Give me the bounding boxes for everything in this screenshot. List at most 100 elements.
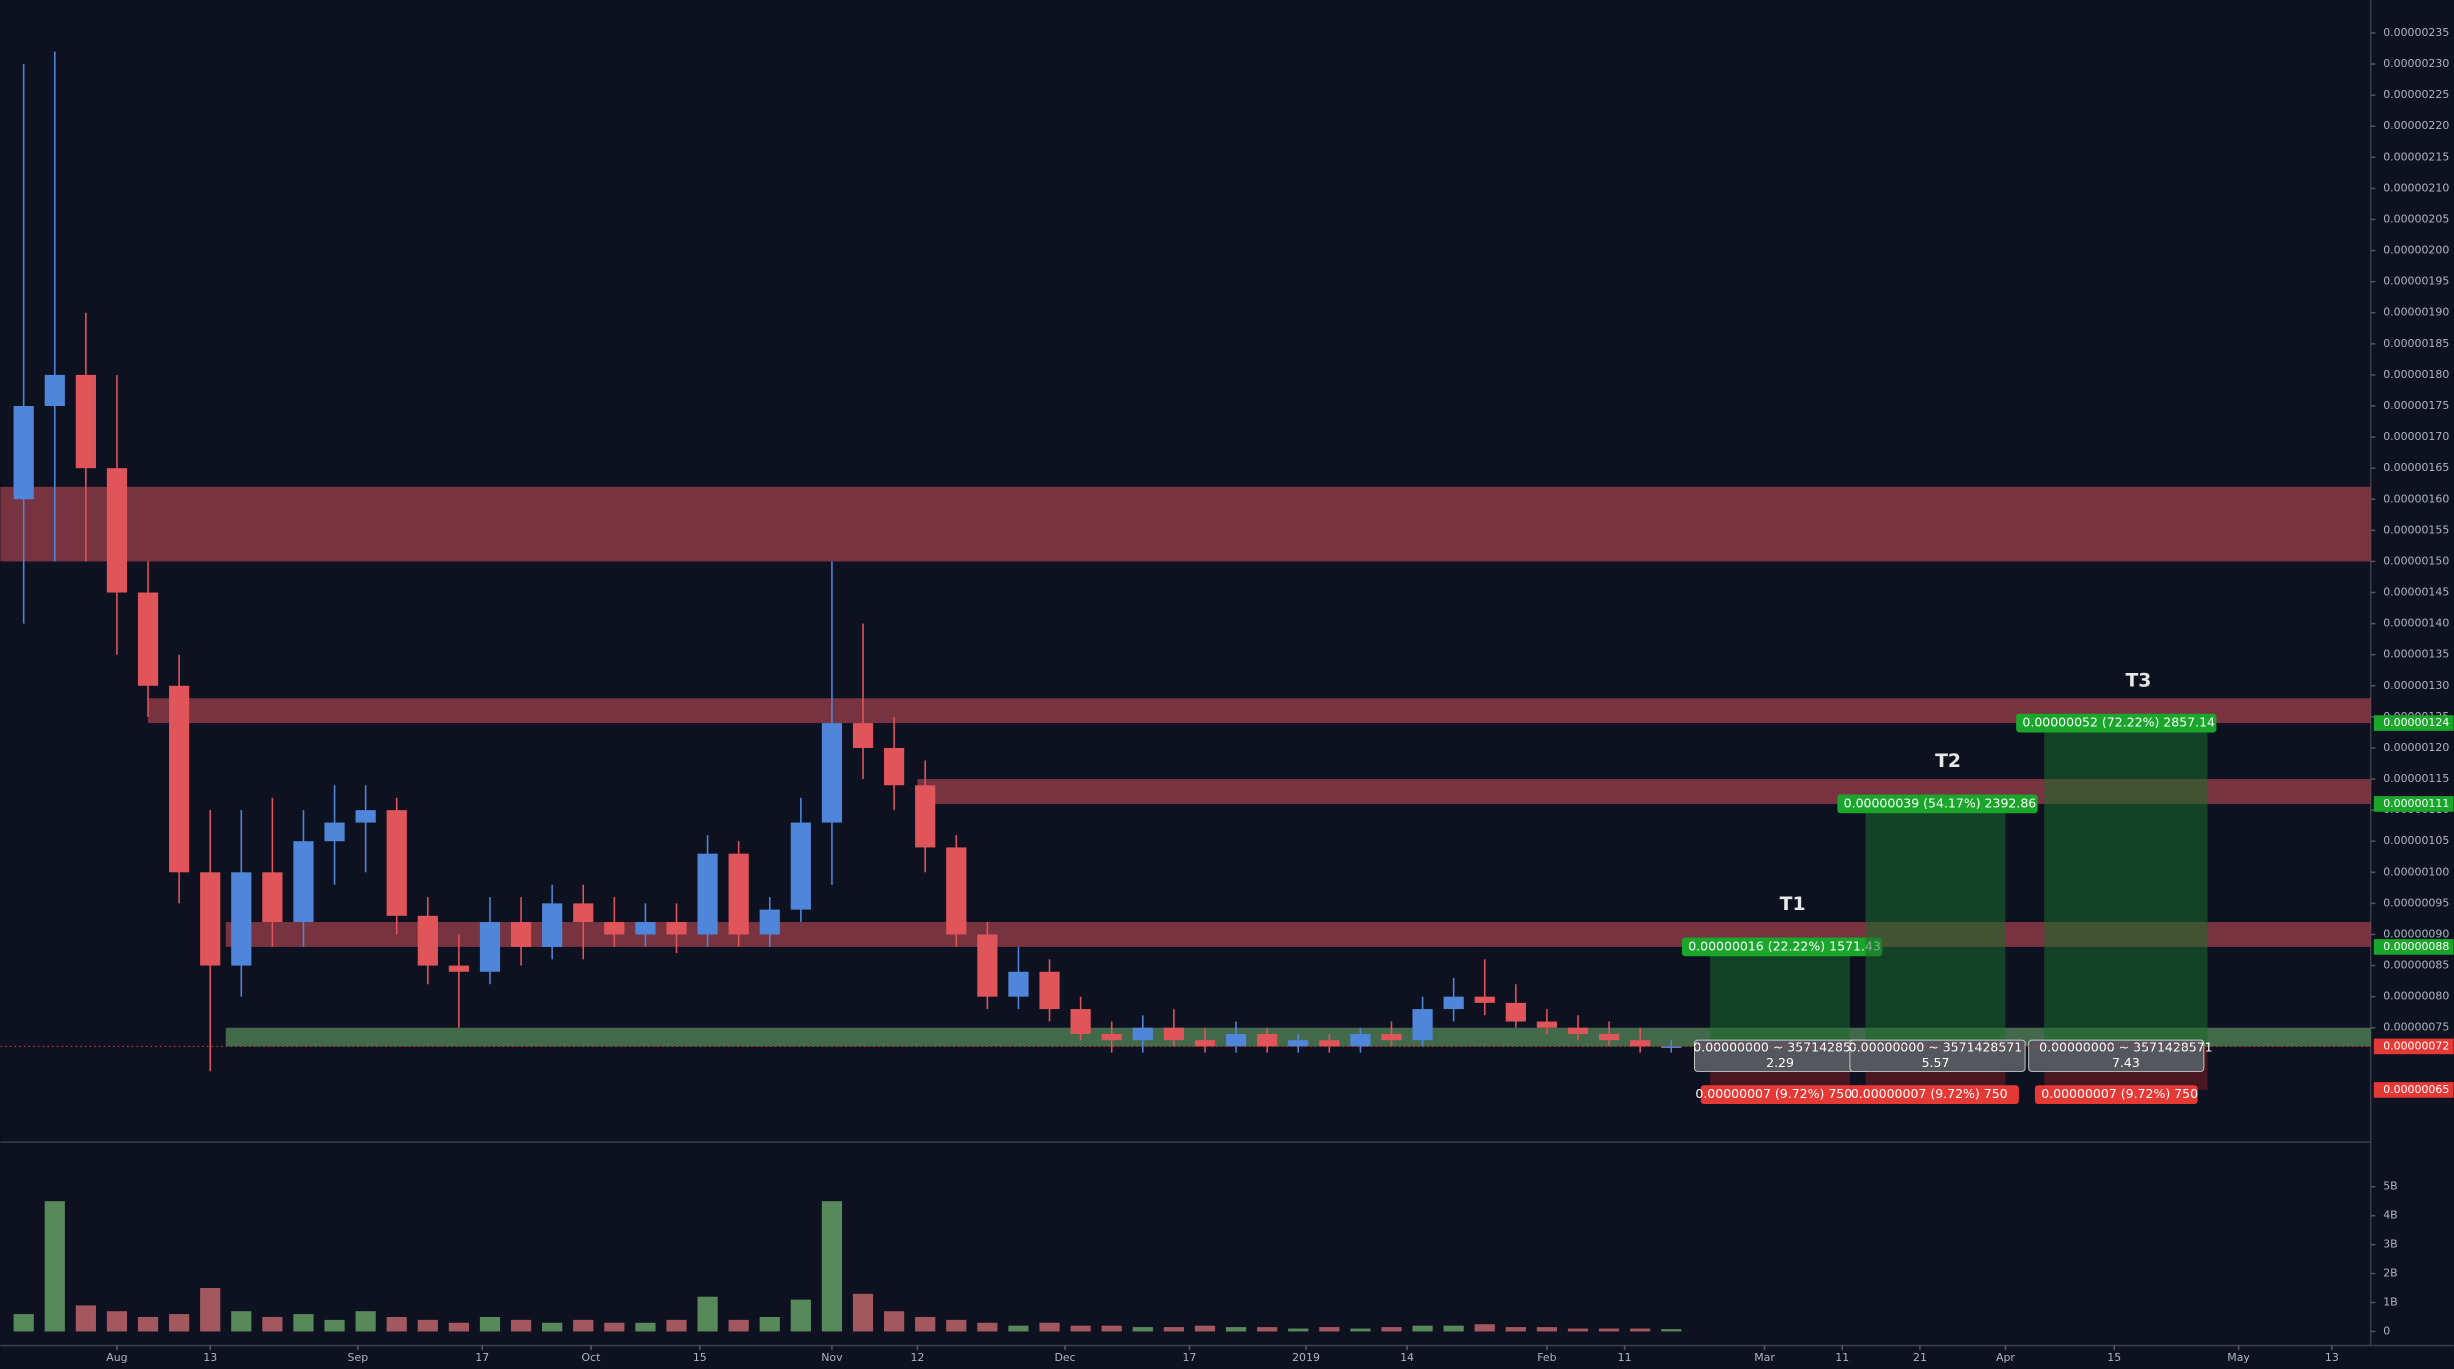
x-tick-label: 15 xyxy=(2107,1351,2121,1364)
volume-bar xyxy=(604,1322,625,1332)
candle-body xyxy=(479,922,501,972)
candle-body xyxy=(635,922,656,935)
info-label: 0.00000000 ~ 3571428571 xyxy=(1849,1039,2022,1054)
volume-tick-label: 0 xyxy=(2383,1324,2390,1337)
volume-tick-label: 1B xyxy=(2383,1296,2397,1309)
volume-bar xyxy=(355,1311,376,1332)
profit-area xyxy=(1710,946,1851,1047)
y-tick-label: 0.00000195 xyxy=(2383,275,2449,288)
price-tag: 0.00000111 xyxy=(2383,797,2449,810)
candle-body xyxy=(106,468,128,593)
target-name: T2 xyxy=(1935,751,1961,772)
y-tick-label: 0.00000085 xyxy=(2383,959,2449,972)
candle-body xyxy=(915,785,936,848)
candle-body xyxy=(1412,1009,1433,1041)
volume-bar xyxy=(13,1314,34,1332)
stop-label-bg xyxy=(1700,1085,1864,1104)
target-label-bg xyxy=(2016,713,2217,733)
y-tick-label: 0.00000105 xyxy=(2383,834,2449,847)
x-tick-label: 11 xyxy=(1618,1351,1632,1364)
volume-tick-label: 5B xyxy=(2383,1180,2397,1193)
y-tick-label: 0.00000225 xyxy=(2383,88,2449,101)
volume-bar xyxy=(1381,1327,1402,1332)
candle-body xyxy=(1070,1009,1091,1034)
stop-label-bg xyxy=(2034,1085,2198,1104)
volume-bar xyxy=(728,1319,749,1332)
y-tick-label: 0.00000100 xyxy=(2383,865,2449,878)
candle-body xyxy=(1505,1002,1526,1022)
price-tag: 0.00000065 xyxy=(2383,1083,2449,1096)
volume-bar xyxy=(231,1311,252,1332)
volume-bar xyxy=(697,1296,718,1332)
volume-bar xyxy=(635,1322,656,1332)
volume-bar xyxy=(137,1316,159,1332)
candle-body xyxy=(44,374,65,406)
price-tag-bg xyxy=(2373,1038,2454,1055)
candle-body xyxy=(1101,1033,1122,1041)
volume-bar xyxy=(1039,1322,1060,1332)
candle-body xyxy=(1474,996,1495,1003)
stop-label-bg xyxy=(1856,1085,2019,1104)
zone xyxy=(148,698,2371,724)
info-label: 0.00000000 ~ 3571428571 xyxy=(2039,1039,2212,1054)
candle-body xyxy=(1008,971,1029,997)
candle-body xyxy=(355,810,376,823)
volume-bar xyxy=(1567,1328,1589,1332)
volume-bar xyxy=(169,1314,190,1332)
profit-area xyxy=(1865,803,2006,1047)
y-tick-label: 0.00000230 xyxy=(2383,57,2449,70)
candle-body xyxy=(510,922,532,947)
volume-bar xyxy=(852,1293,874,1332)
y-tick-label: 0.00000155 xyxy=(2383,523,2449,536)
volume-bar xyxy=(821,1201,843,1332)
volume-bar xyxy=(1008,1325,1029,1332)
x-tick-label: Oct xyxy=(582,1351,602,1364)
candle-body xyxy=(75,374,96,469)
x-tick-label: Feb xyxy=(1537,1351,1556,1364)
y-tick-label: 0.00000150 xyxy=(2383,554,2449,567)
volume-bar xyxy=(1630,1328,1651,1332)
volume-bar xyxy=(1505,1327,1526,1332)
volume-bar xyxy=(1536,1327,1558,1332)
candle-body xyxy=(1319,1040,1340,1047)
volume-bar xyxy=(1319,1327,1340,1332)
candle-body xyxy=(1443,996,1464,1010)
y-tick-label: 0.00000190 xyxy=(2383,306,2449,319)
candle-body xyxy=(542,903,563,947)
stop-label: 0.00000007 (9.72%) 750 xyxy=(1851,1086,2008,1101)
y-tick-label: 0.00000180 xyxy=(2383,368,2449,381)
volume-bar xyxy=(386,1316,407,1332)
volume-tick-label: 3B xyxy=(2383,1238,2397,1251)
candle-body xyxy=(1661,1046,1682,1048)
y-tick-label: 0.00000115 xyxy=(2383,772,2449,785)
y-tick-label: 0.00000185 xyxy=(2383,337,2449,350)
candle-body xyxy=(852,723,874,748)
candle-body xyxy=(759,909,780,935)
volume-tick-label: 4B xyxy=(2383,1209,2397,1222)
candle-body xyxy=(13,405,34,500)
x-tick-label: Apr xyxy=(1996,1351,2015,1364)
volume-bar xyxy=(1225,1327,1247,1332)
candle-body xyxy=(1381,1033,1402,1041)
candle-body xyxy=(1163,1027,1184,1041)
y-tick-label: 0.00000135 xyxy=(2383,648,2449,661)
stop-label: 0.00000007 (9.72%) 750 xyxy=(2041,1086,2198,1101)
target-label: 0.00000052 (72.22%) 2857.14 xyxy=(2022,715,2215,730)
volume-bar xyxy=(1288,1328,1309,1332)
price-tag: 0.00000124 xyxy=(2383,716,2449,729)
volume-bar xyxy=(293,1314,314,1332)
zone xyxy=(0,486,2371,562)
y-tick-label: 0.00000090 xyxy=(2383,927,2449,940)
x-tick-label: 13 xyxy=(2325,1351,2339,1364)
y-tick-label: 0.00000075 xyxy=(2383,1021,2449,1034)
volume-bar xyxy=(200,1288,221,1332)
x-tick-label: 14 xyxy=(1400,1351,1414,1364)
target-label: 0.00000039 (54.17%) 2392.86 xyxy=(1844,795,2037,810)
volume-bar xyxy=(1163,1327,1184,1332)
y-tick-label: 0.00000160 xyxy=(2383,492,2449,505)
volume-bar xyxy=(790,1299,811,1332)
profit-area xyxy=(2044,723,2208,1047)
volume-bar xyxy=(1443,1325,1464,1332)
